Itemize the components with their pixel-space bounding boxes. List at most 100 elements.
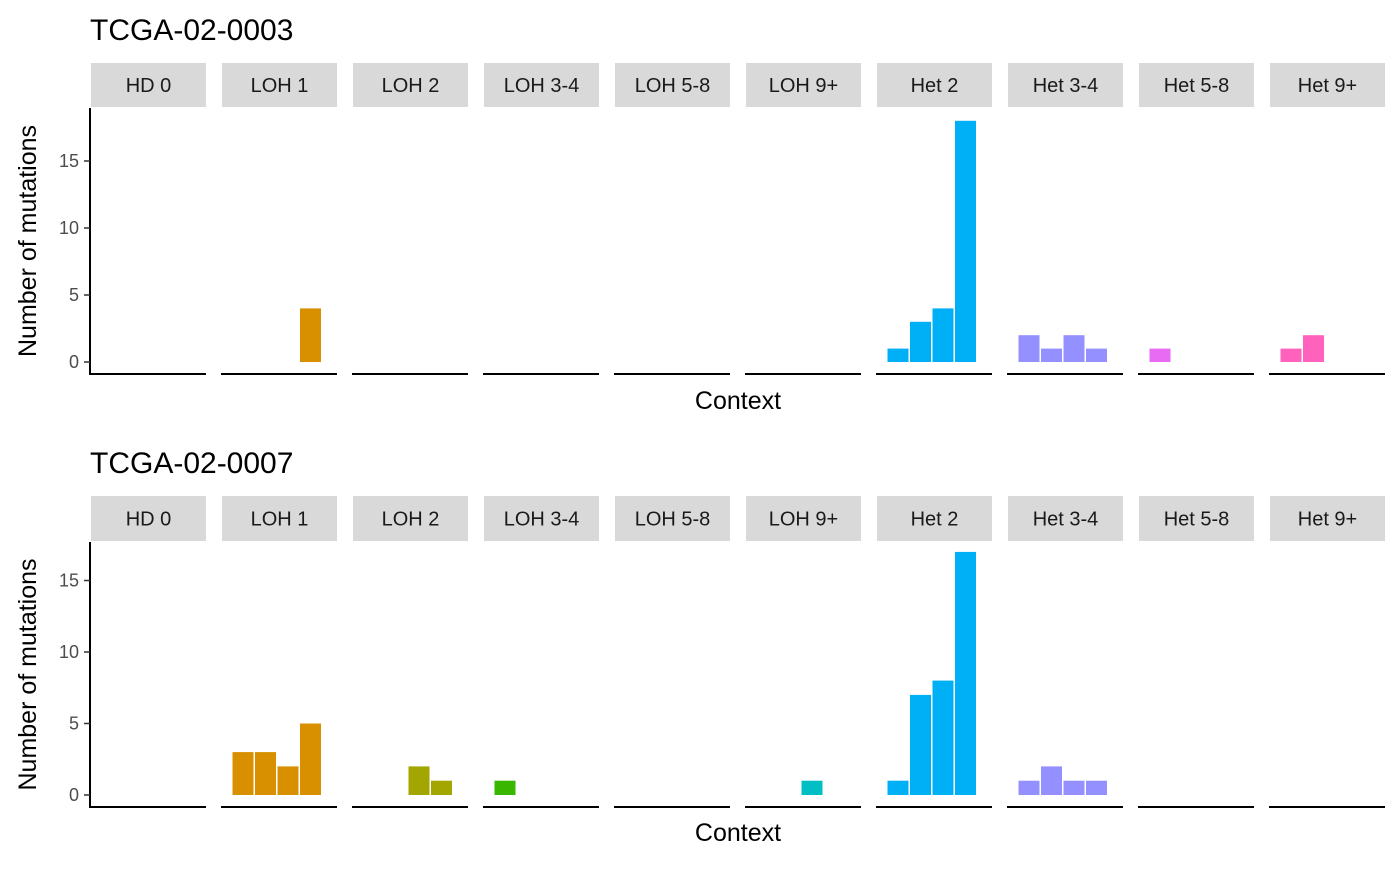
y-axis-label: Number of mutations bbox=[14, 558, 42, 790]
bar bbox=[300, 723, 321, 795]
facet-strip bbox=[222, 63, 337, 107]
bar bbox=[801, 780, 823, 795]
facet-8: Het 5-8 bbox=[1138, 63, 1254, 375]
facet-strip-label: LOH 1 bbox=[251, 75, 309, 97]
facet-strip bbox=[484, 63, 599, 107]
bar bbox=[910, 694, 931, 795]
facet-5: LOH 9+ bbox=[745, 496, 861, 808]
facet-4: LOH 5-8 bbox=[614, 496, 730, 808]
bar bbox=[1041, 766, 1062, 795]
facet-strip bbox=[1270, 63, 1385, 107]
facet-strip-label: Het 3-4 bbox=[1033, 75, 1099, 97]
bar bbox=[887, 780, 909, 795]
bar bbox=[277, 766, 299, 795]
facet-9: Het 9+ bbox=[1269, 496, 1385, 808]
facet-strip-label: Het 9+ bbox=[1298, 75, 1357, 97]
x-axis-label: Context bbox=[695, 819, 781, 847]
facet-strip bbox=[746, 63, 861, 107]
facet-1: LOH 1 bbox=[221, 63, 337, 375]
chart-panel-1: TCGA-02-0003 0 5 10 15 Number of mutations HD … bbox=[14, 14, 1385, 415]
bar bbox=[1041, 348, 1062, 362]
facet-3: LOH 3-4 bbox=[483, 63, 599, 375]
chart-panel-2: TCGA-02-0007 0 5 10 15 Number of mutations HD … bbox=[14, 447, 1385, 847]
bar bbox=[255, 752, 276, 795]
facet-strip bbox=[1139, 63, 1254, 107]
bar bbox=[431, 780, 452, 795]
facet-strip bbox=[877, 496, 992, 541]
facet-6: Het 2 bbox=[876, 63, 992, 375]
facet-9: Het 9+ bbox=[1269, 63, 1385, 375]
facet-strip bbox=[222, 496, 337, 541]
facet-0: HD 0 bbox=[90, 496, 206, 808]
bar bbox=[1149, 348, 1171, 362]
y-tick-label: 15 bbox=[59, 151, 79, 171]
y-tick-label: 0 bbox=[69, 785, 79, 805]
facet-strip-label: HD 0 bbox=[126, 509, 172, 531]
facet-strip bbox=[353, 63, 468, 107]
bar bbox=[932, 680, 954, 795]
facet-strip-label: Het 5-8 bbox=[1164, 509, 1230, 531]
facet-strip bbox=[615, 496, 730, 541]
bar bbox=[887, 348, 909, 362]
facet-7: Het 3-4 bbox=[1007, 63, 1123, 375]
facet-1: LOH 1 bbox=[221, 496, 337, 808]
facet-strip-label: Het 9+ bbox=[1298, 509, 1357, 531]
facet-strip-label: LOH 3-4 bbox=[504, 75, 580, 97]
bar bbox=[910, 321, 931, 362]
facet-strip-label: Het 3-4 bbox=[1033, 509, 1099, 531]
facet-strip bbox=[615, 63, 730, 107]
bar bbox=[232, 752, 254, 795]
bar bbox=[408, 766, 430, 795]
bar bbox=[1063, 780, 1085, 795]
x-axis-label: Context bbox=[695, 387, 781, 415]
y-axis-label: Number of mutations bbox=[14, 125, 42, 357]
bar bbox=[1086, 348, 1107, 362]
bar bbox=[932, 308, 954, 362]
facet-strip-label: LOH 9+ bbox=[769, 509, 838, 531]
bar bbox=[1280, 348, 1302, 362]
facet-strip bbox=[746, 496, 861, 541]
facet-7: Het 3-4 bbox=[1007, 496, 1123, 808]
facet-3: LOH 3-4 bbox=[483, 496, 599, 808]
facet-strip-label: LOH 5-8 bbox=[635, 75, 711, 97]
facet-strip bbox=[91, 63, 206, 107]
facet-strip bbox=[1270, 496, 1385, 541]
facet-strip-label: LOH 3-4 bbox=[504, 509, 580, 531]
y-tick-label: 5 bbox=[69, 714, 79, 734]
bar bbox=[1303, 335, 1324, 362]
chart-title: TCGA-02-0003 bbox=[90, 14, 293, 47]
bar bbox=[955, 120, 976, 362]
facet-strip bbox=[1008, 496, 1123, 541]
y-tick-label: 10 bbox=[59, 218, 79, 238]
facet-strip-label: LOH 1 bbox=[251, 509, 309, 531]
facet-strip-label: HD 0 bbox=[126, 75, 172, 97]
bar bbox=[300, 308, 321, 362]
facet-strip bbox=[1008, 63, 1123, 107]
facet-strip-label: LOH 9+ bbox=[769, 75, 838, 97]
y-tick-label: 15 bbox=[59, 571, 79, 591]
facet-2: LOH 2 bbox=[352, 63, 468, 375]
facet-0: HD 0 bbox=[90, 63, 206, 375]
facet-2: LOH 2 bbox=[352, 496, 468, 808]
facet-6: Het 2 bbox=[876, 496, 992, 808]
facet-4: LOH 5-8 bbox=[614, 63, 730, 375]
bar bbox=[1086, 780, 1107, 795]
chart-title: TCGA-02-0007 bbox=[90, 447, 293, 480]
bar bbox=[955, 551, 976, 795]
y-tick-label: 10 bbox=[59, 642, 79, 662]
facet-5: LOH 9+ bbox=[745, 63, 861, 375]
facet-strip bbox=[91, 496, 206, 541]
bar bbox=[1018, 780, 1040, 795]
y-tick-label: 5 bbox=[69, 285, 79, 305]
facet-8: Het 5-8 bbox=[1138, 496, 1254, 808]
facet-strip bbox=[484, 496, 599, 541]
facet-strip bbox=[353, 496, 468, 541]
bar bbox=[1063, 335, 1085, 362]
bar bbox=[1018, 335, 1040, 362]
facet-strip-label: Het 2 bbox=[911, 75, 959, 97]
y-tick-label: 0 bbox=[69, 352, 79, 372]
facet-strip bbox=[1139, 496, 1254, 541]
facet-strip-label: Het 2 bbox=[911, 509, 959, 531]
